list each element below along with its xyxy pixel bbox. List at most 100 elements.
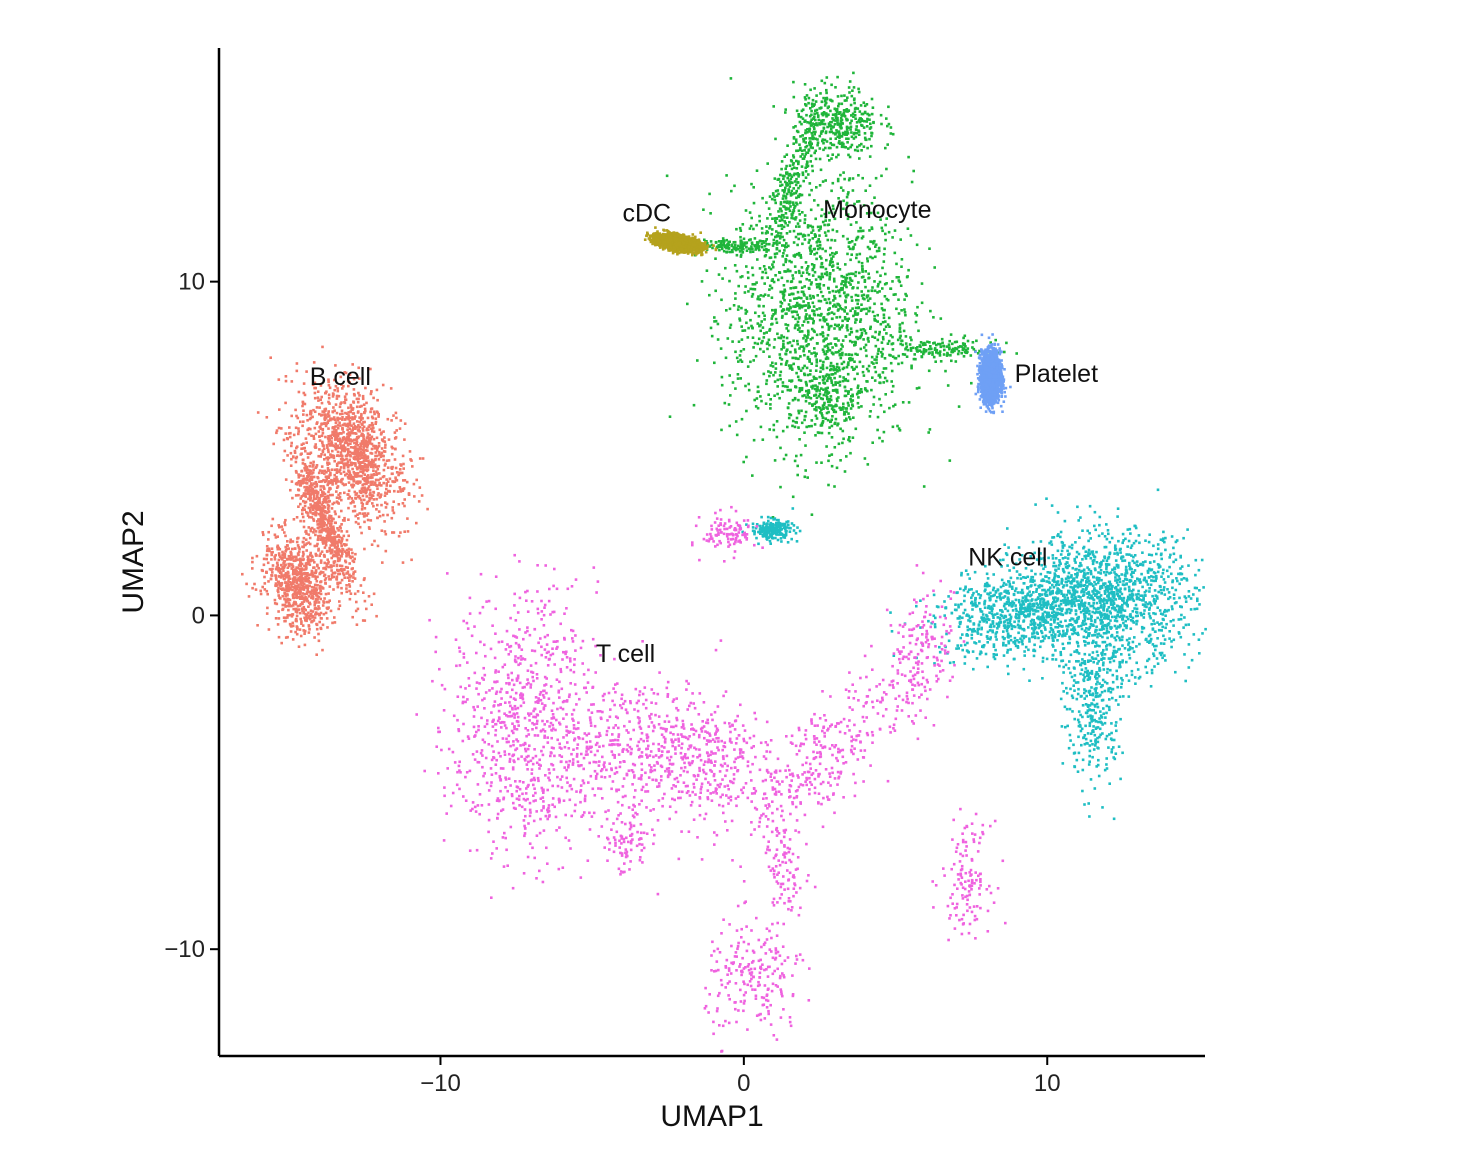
data-point <box>882 337 885 341</box>
data-point <box>893 403 897 406</box>
data-point <box>947 343 951 346</box>
data-point <box>782 252 785 255</box>
data-point <box>299 579 302 583</box>
data-point <box>868 229 871 232</box>
data-point <box>839 173 842 177</box>
data-point <box>312 482 316 485</box>
data-point <box>399 463 402 466</box>
data-point <box>316 494 319 497</box>
data-point <box>335 480 338 483</box>
data-point <box>329 537 333 540</box>
data-point <box>297 550 301 553</box>
data-point <box>377 478 380 482</box>
data-point <box>349 574 353 578</box>
data-point <box>791 201 795 205</box>
data-point <box>735 253 739 257</box>
data-point <box>819 168 823 172</box>
data-point <box>775 241 778 244</box>
data-point <box>810 231 813 234</box>
data-point <box>288 435 292 439</box>
data-point <box>801 345 805 348</box>
data-point <box>775 435 779 439</box>
data-point <box>319 427 322 430</box>
data-point <box>728 279 731 283</box>
data-point <box>343 544 347 547</box>
data-point <box>290 615 294 618</box>
data-point <box>820 272 824 276</box>
data-point <box>847 241 851 244</box>
data-point <box>904 347 908 350</box>
data-point <box>345 548 349 552</box>
data-point <box>803 218 807 221</box>
data-point <box>386 480 390 483</box>
data-point <box>266 561 270 565</box>
data-point <box>365 475 369 478</box>
data-point <box>827 404 831 407</box>
data-point <box>819 366 823 370</box>
data-point <box>806 476 809 479</box>
data-point <box>313 485 317 489</box>
data-point <box>370 442 374 446</box>
data-point <box>300 586 304 589</box>
data-point <box>814 369 818 372</box>
data-point <box>914 312 917 315</box>
data-point <box>755 169 759 172</box>
data-point <box>300 622 303 625</box>
data-point <box>345 538 349 542</box>
data-point <box>849 356 852 360</box>
data-point <box>840 343 843 346</box>
data-point <box>861 119 864 122</box>
data-point <box>361 489 364 492</box>
data-point <box>771 516 775 519</box>
data-point <box>276 564 280 567</box>
data-point <box>827 211 831 215</box>
data-point <box>286 604 289 608</box>
data-point <box>791 424 794 428</box>
data-point <box>354 520 358 524</box>
data-point <box>756 322 760 325</box>
data-point <box>833 280 836 283</box>
data-point <box>319 611 323 615</box>
data-point <box>826 312 830 316</box>
data-point <box>355 473 359 477</box>
data-point <box>295 614 299 618</box>
data-point <box>415 521 418 525</box>
data-point <box>795 301 799 305</box>
data-point <box>883 295 887 298</box>
data-point <box>830 189 833 193</box>
data-point <box>261 531 265 534</box>
data-point <box>353 557 356 561</box>
data-point <box>839 116 843 120</box>
data-point <box>335 394 339 398</box>
data-point <box>295 566 298 569</box>
data-point <box>804 129 807 132</box>
data-point <box>312 494 316 498</box>
data-point <box>844 146 847 149</box>
data-point <box>294 482 298 486</box>
data-point <box>365 428 368 432</box>
data-point <box>751 273 755 277</box>
data-point <box>763 293 767 296</box>
data-point <box>315 594 318 597</box>
data-point <box>859 335 863 338</box>
data-point <box>321 508 325 512</box>
data-point <box>368 488 372 492</box>
data-point <box>377 464 381 468</box>
data-point <box>762 332 766 335</box>
data-point <box>796 320 800 324</box>
data-point <box>799 355 802 358</box>
data-point <box>343 371 346 374</box>
data-point <box>855 125 858 128</box>
data-point <box>804 309 807 312</box>
data-point <box>821 119 825 122</box>
data-point <box>834 119 837 122</box>
data-point <box>380 447 384 450</box>
data-point <box>863 136 867 140</box>
data-point <box>331 517 334 520</box>
data-point <box>771 217 774 220</box>
data-point <box>348 381 351 384</box>
data-point <box>324 611 328 615</box>
data-point <box>281 574 285 578</box>
data-point <box>761 438 765 441</box>
data-point <box>306 514 310 517</box>
